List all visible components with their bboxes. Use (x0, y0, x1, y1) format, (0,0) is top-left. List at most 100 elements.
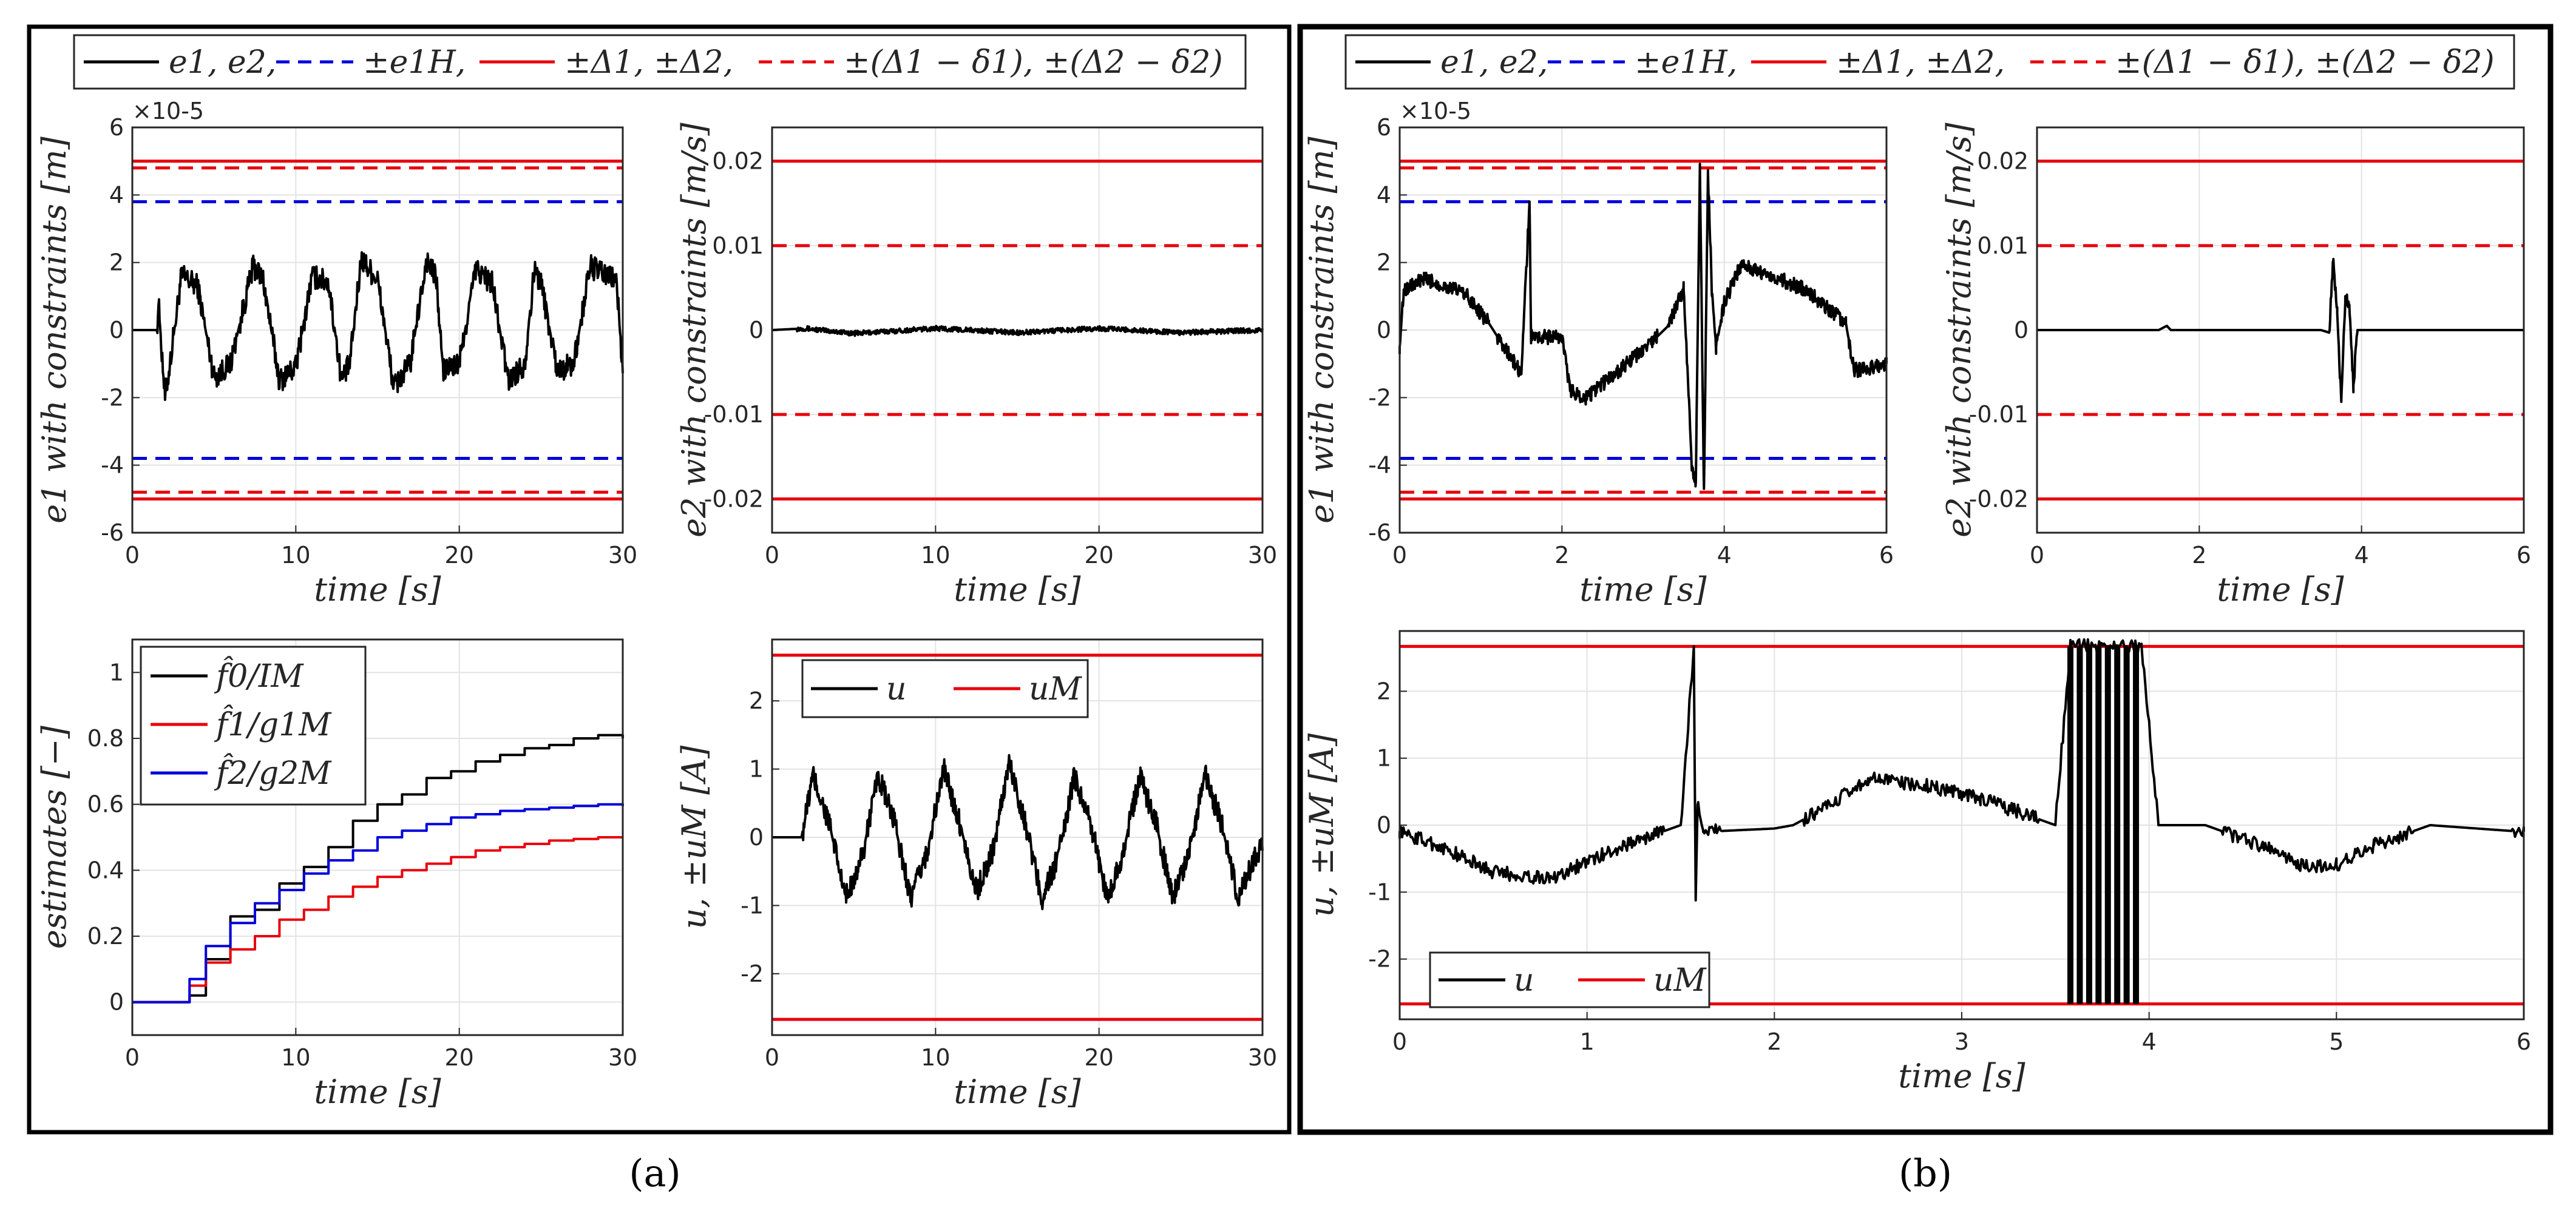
x-tick-label: 0 (125, 1044, 140, 1071)
y-tick-label: 0 (1377, 812, 1391, 839)
y-exponent-label: ×10-5 (1400, 98, 1471, 124)
y-tick-label: 2 (109, 249, 124, 276)
series-line-e2 (2036, 258, 2525, 403)
y-axis-label: e2 with constraints [m/s] (1940, 122, 1978, 537)
y-tick-label: 0 (2014, 317, 2029, 343)
y-tick-label: -0.02 (1969, 485, 2029, 512)
saturation-bar (2114, 646, 2121, 1004)
saturation-bar (2095, 646, 2102, 1004)
chart-b-u: 0 1 2 3 4 5 6 -2 -1 0 1 2 time [s] u, ±uM [A] u uM (1303, 630, 2531, 1095)
x-tick-label: 10 (921, 1044, 950, 1071)
legend-label: f̂2/g2M (214, 754, 332, 792)
x-tick-label: 0 (2030, 542, 2044, 569)
y-tick-label: -1 (1368, 879, 1391, 905)
series-line-e2 (771, 325, 1264, 337)
y-tick-label: 1 (1377, 745, 1391, 772)
chart-a-e2: 0 10 20 30 -0.02 -0.01 0 0.01 0.02 time [s] e2 wit… (675, 122, 1277, 609)
saturation-bar (2067, 646, 2074, 1004)
x-tick-label: 4 (1717, 542, 1732, 569)
axes-box (771, 638, 1264, 1036)
saturation-bar (2123, 646, 2130, 1004)
x-tick-label: 30 (608, 1044, 637, 1071)
y-exponent-label: ×10-5 (132, 98, 204, 124)
axes-box (131, 638, 624, 1036)
y-tick-label: -2 (741, 960, 764, 987)
y-tick-label: 0 (109, 989, 124, 1016)
legend-top-b: e1, e2, ±e1H, ±Δ1, ±Δ2, ±(Δ1 − δ1), ±(Δ2… (1344, 34, 2515, 90)
x-tick-label: 2 (2192, 542, 2206, 569)
y-tick-label: -2 (101, 384, 124, 411)
saturation-bar (2104, 646, 2111, 1004)
x-tick-label: 2 (1554, 542, 1569, 569)
axes-box (131, 126, 624, 534)
x-tick-label: 0 (1392, 542, 1407, 569)
x-tick-label: 2 (1767, 1028, 1781, 1055)
y-tick-label: 6 (109, 114, 124, 141)
x-tick-label: 20 (1084, 1044, 1113, 1071)
y-tick-label: 0 (749, 824, 764, 851)
x-tick-label: 4 (2354, 542, 2369, 569)
y-tick-label: 0 (109, 317, 124, 343)
series-line-f-1-g1M (132, 836, 623, 1004)
y-tick-label: 0.02 (1977, 148, 2029, 175)
x-tick-label: 4 (2142, 1028, 2157, 1055)
x-axis-label: time [s] (314, 570, 441, 609)
legend-label: uM (1029, 671, 1082, 707)
x-axis-label: time [s] (1579, 570, 1707, 609)
x-axis-label: time [s] (954, 1073, 1081, 1111)
legend-label: uM (1653, 962, 1707, 999)
series-line-u (771, 754, 1264, 911)
x-tick-label: 10 (921, 542, 950, 569)
chart-b-e2: 0 2 4 6 -0.02 -0.01 0 0.01 0.02 time [s] e2 with c… (1940, 122, 2531, 609)
y-tick-label: 1 (749, 756, 764, 783)
y-axis-label: e2 with constraints [m/s] (675, 122, 713, 537)
y-tick-label: 2 (1377, 249, 1391, 276)
series-line-e1 (131, 251, 624, 401)
panel-a-frame (27, 24, 1292, 1135)
panel-b-frame (1297, 24, 2554, 1135)
x-axis-label: time [s] (954, 570, 1081, 609)
y-tick-label: 2 (749, 687, 764, 714)
x-tick-label: 6 (2517, 1028, 2531, 1055)
chart-a-e1: 0 10 20 30 -6 -4 -2 0 2 4 6 ×10-5 time [s] e1 with co… (35, 98, 637, 609)
y-tick-label: -4 (101, 452, 124, 479)
x-tick-label: 20 (444, 542, 473, 569)
series-line-f-2-g2M (132, 803, 624, 1004)
y-tick-label: -2 (1368, 946, 1391, 973)
caption-a: (a) (629, 1151, 680, 1195)
chart-a-u: 0 10 20 30 -2 -1 0 1 2 time [s] u, ±uM [A] u uM (675, 638, 1277, 1111)
legend-label: f̂0/IM (214, 656, 304, 695)
y-tick-label: -0.01 (704, 401, 764, 428)
x-axis-label: time [s] (314, 1073, 441, 1111)
chart-a-estimates: 0 10 20 30 0 0.2 0.4 0.6 0.8 1 time [s] estimates [… (35, 638, 637, 1111)
legend-b-e1h: ±e1H, (1635, 44, 1737, 81)
x-tick-label: 20 (444, 1044, 473, 1071)
axes-box (2036, 126, 2525, 534)
caption-b: (b) (1899, 1151, 1952, 1195)
x-tick-label: 6 (2517, 542, 2531, 569)
legend-b-reduced: ±(Δ1 − δ1), ±(Δ2 − δ2) (2115, 44, 2495, 81)
x-tick-label: 0 (125, 542, 140, 569)
y-tick-label: 0 (1377, 317, 1391, 343)
x-tick-label: 1 (1580, 1028, 1595, 1055)
legend-label: u (886, 671, 907, 707)
x-axis-label: time [s] (2217, 570, 2344, 609)
y-tick-label: -6 (101, 519, 124, 546)
y-tick-label: 0 (749, 317, 764, 343)
x-tick-label: 5 (2329, 1028, 2344, 1055)
legend-a-delta: ±Δ1, ±Δ2, (564, 44, 733, 81)
legend-b-e: e1, e2, (1440, 44, 1548, 81)
y-tick-label: 0.6 (87, 791, 124, 818)
y-tick-label: 1 (109, 659, 124, 686)
y-tick-label: -2 (1368, 384, 1391, 411)
series-line-e1 (1398, 163, 1888, 490)
series-line-u (1398, 638, 2525, 902)
legend-label: f̂1/g1M (214, 705, 332, 743)
axes-box (1398, 630, 2525, 1021)
y-tick-label: 4 (1377, 181, 1391, 208)
y-tick-label: 0.8 (87, 725, 124, 752)
x-tick-label: 20 (1084, 542, 1113, 569)
y-axis-label: u, ±uM [A] (675, 745, 713, 930)
axes-box (771, 126, 1264, 534)
